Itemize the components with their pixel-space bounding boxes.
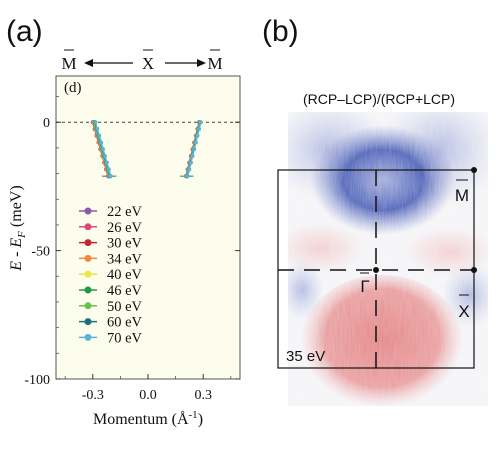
legend-swatch (84, 223, 92, 231)
data-point (95, 126, 100, 132)
y-tick-label: -100 (24, 373, 50, 388)
y-tick-label: 0 (43, 116, 50, 131)
point-m (471, 167, 477, 173)
legend-label: 22 eV (107, 204, 143, 220)
legend-label: 34 eV (107, 251, 143, 267)
data-point (188, 160, 193, 165)
panel-tag: (d) (64, 80, 82, 96)
legend-swatch (84, 286, 92, 294)
top-label-m-right: M (207, 54, 222, 73)
data-point (104, 160, 109, 165)
legend-swatch (84, 302, 92, 310)
top-axis-labels: M X M (61, 49, 223, 73)
data-point (190, 153, 195, 159)
x-tick-label: 0.0 (139, 388, 157, 403)
data-point (195, 133, 200, 138)
label-x: X (458, 302, 469, 321)
data-point (106, 167, 111, 172)
legend-swatch (84, 318, 92, 326)
data-point (99, 140, 104, 145)
label-m: M (455, 186, 469, 205)
legend-label: 70 eV (107, 330, 143, 346)
arrow-left-head (84, 59, 93, 67)
data-point (193, 140, 198, 145)
legend-swatch (84, 239, 92, 247)
point-gamma (373, 267, 379, 273)
data-point (198, 120, 203, 125)
data-point (187, 167, 192, 172)
panel-label-a: (a) (6, 15, 43, 48)
arrow-right-head (197, 59, 206, 67)
data-point (97, 133, 102, 138)
top-label-x: X (142, 54, 154, 73)
legend-label: 30 eV (107, 236, 143, 252)
label-gamma: Γ (360, 277, 369, 296)
legend-swatch (84, 254, 92, 262)
data-point (102, 153, 108, 159)
legend-label: 26 eV (107, 220, 143, 236)
panel-label-b: (b) (262, 15, 299, 48)
legend-label: 50 eV (107, 299, 143, 315)
map-title: (RCP–LCP)/(RCP+LCP) (303, 91, 455, 107)
x-axis-label: Momentum (Å-1) (93, 409, 203, 428)
legend-label: 40 eV (107, 267, 143, 283)
legend-swatch (84, 207, 92, 215)
legend-label: 46 eV (107, 283, 143, 299)
data-point (191, 147, 197, 152)
dichroism-map (288, 112, 488, 406)
data-point (93, 120, 98, 125)
data-point (100, 147, 106, 152)
data-point (196, 126, 202, 132)
legend-label: 60 eV (107, 315, 143, 331)
x-tick-label: 0.3 (194, 388, 212, 403)
y-axis-label: E - EF(meV) (8, 185, 28, 271)
y-tick-label: -50 (31, 245, 50, 260)
legend-swatch (84, 270, 92, 278)
energy-label: 35 eV (286, 348, 325, 365)
legend-swatch (84, 333, 92, 341)
point-x (471, 267, 477, 273)
top-label-m-left: M (61, 54, 76, 73)
x-tick-label: -0.3 (82, 388, 104, 403)
